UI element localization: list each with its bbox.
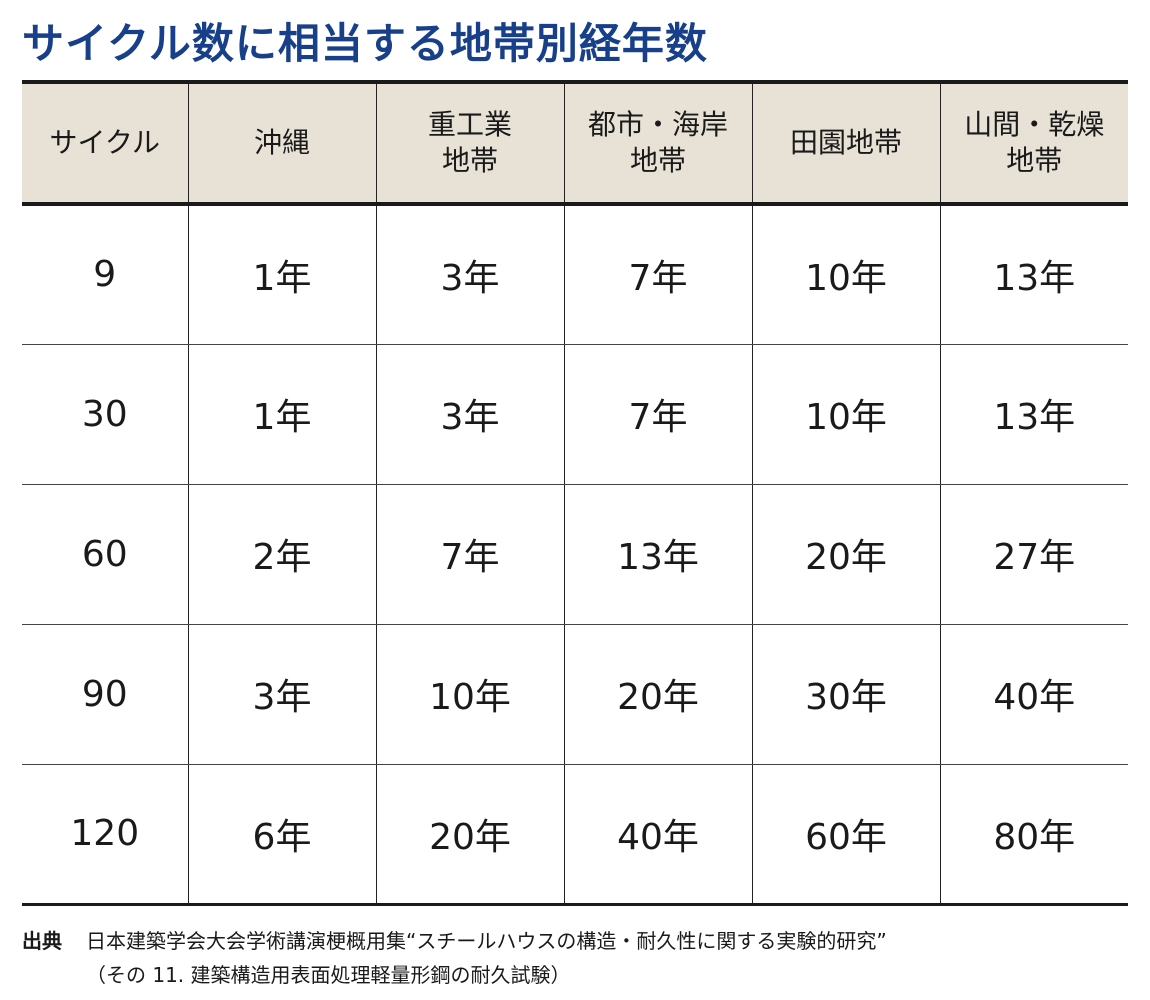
header-okinawa: 沖縄 [187,80,376,206]
cell-cycle: 9 [22,204,188,345]
cell-heavy-industry: 3年 [375,344,564,485]
header-row: サイクル 沖縄 重工業 地帯 都市・海岸 地帯 田園地帯 山間・乾燥 [22,80,1128,206]
cell-rural: 60年 [751,764,940,906]
cell-urban-coastal: 7年 [563,204,752,345]
cell-urban-coastal: 7年 [563,344,752,485]
header-cycle-label: サイクル [49,126,161,159]
table-row: 120 6年 20年 40年 60年 80年 [22,764,1128,906]
source-line-2: （その 11. 建築構造用表面処理軽量形鋼の耐久試験） [22,958,1132,992]
cell-heavy-industry: 20年 [375,764,564,906]
table-row: 90 3年 10年 20年 30年 40年 [22,624,1128,765]
header-urban-coastal: 都市・海岸 地帯 [563,80,752,206]
table-header: サイクル 沖縄 重工業 地帯 都市・海岸 地帯 田園地帯 山間・乾燥 [22,80,1128,206]
table-body: 9 1年 3年 7年 10年 13年 30 1年 3年 7年 10年 13年 6… [22,204,1128,906]
header-heavy-industry: 重工業 地帯 [375,80,564,206]
source-label: 出典 [22,929,62,953]
header-heavy-industry-line1: 重工業 [427,108,512,141]
cell-okinawa: 1年 [187,344,376,485]
cell-urban-coastal: 20年 [563,624,752,765]
cell-rural: 20年 [751,484,940,625]
table-row: 60 2年 7年 13年 20年 27年 [22,484,1128,625]
header-mountain-dry-line2: 地帯 [1006,144,1063,177]
cycle-years-table-container: サイクル 沖縄 重工業 地帯 都市・海岸 地帯 田園地帯 山間・乾燥 [22,80,1128,906]
header-mountain-dry: 山間・乾燥 地帯 [939,80,1128,206]
cell-okinawa: 1年 [187,204,376,345]
source-citation: 出典 日本建築学会大会学術講演梗概用集“スチールハウスの構造・耐久性に関する実験的… [22,924,1132,992]
cell-heavy-industry: 3年 [375,204,564,345]
cell-mountain-dry: 13年 [939,204,1128,345]
header-rural-label: 田園地帯 [789,126,902,159]
cell-cycle: 120 [22,764,188,906]
cell-rural: 10年 [751,204,940,345]
header-urban-coastal-line2: 地帯 [629,144,686,177]
cell-okinawa: 6年 [187,764,376,906]
cell-rural: 10年 [751,344,940,485]
cell-heavy-industry: 10年 [375,624,564,765]
cell-mountain-dry: 40年 [939,624,1128,765]
cell-mountain-dry: 13年 [939,344,1128,485]
cell-urban-coastal: 40年 [563,764,752,906]
header-okinawa-label: 沖縄 [253,126,310,159]
source-subtext: （その 11. 建築構造用表面処理軽量形鋼の耐久試験） [86,963,571,987]
cell-cycle: 30 [22,344,188,485]
table-row: 9 1年 3年 7年 10年 13年 [22,204,1128,345]
header-urban-coastal-line1: 都市・海岸 [587,108,728,141]
table-row: 30 1年 3年 7年 10年 13年 [22,344,1128,485]
cell-cycle: 60 [22,484,188,625]
cell-mountain-dry: 27年 [939,484,1128,625]
header-mountain-dry-line1: 山間・乾燥 [964,108,1105,141]
cell-rural: 30年 [751,624,940,765]
cell-okinawa: 3年 [187,624,376,765]
cell-cycle: 90 [22,624,188,765]
page-title: サイクル数に相当する地帯別経年数 [22,19,708,68]
cell-okinawa: 2年 [187,484,376,625]
cell-mountain-dry: 80年 [939,764,1128,906]
source-line-1: 出典 日本建築学会大会学術講演梗概用集“スチールハウスの構造・耐久性に関する実験的… [22,924,1132,958]
header-heavy-industry-line2: 地帯 [441,144,498,177]
source-text: 日本建築学会大会学術講演梗概用集“スチールハウスの構造・耐久性に関する実験的研究… [86,929,887,953]
cycle-years-table: サイクル 沖縄 重工業 地帯 都市・海岸 地帯 田園地帯 山間・乾燥 [22,80,1128,906]
header-cycle: サイクル [22,80,188,206]
cell-urban-coastal: 13年 [563,484,752,625]
cell-heavy-industry: 7年 [375,484,564,625]
header-rural: 田園地帯 [751,80,940,206]
